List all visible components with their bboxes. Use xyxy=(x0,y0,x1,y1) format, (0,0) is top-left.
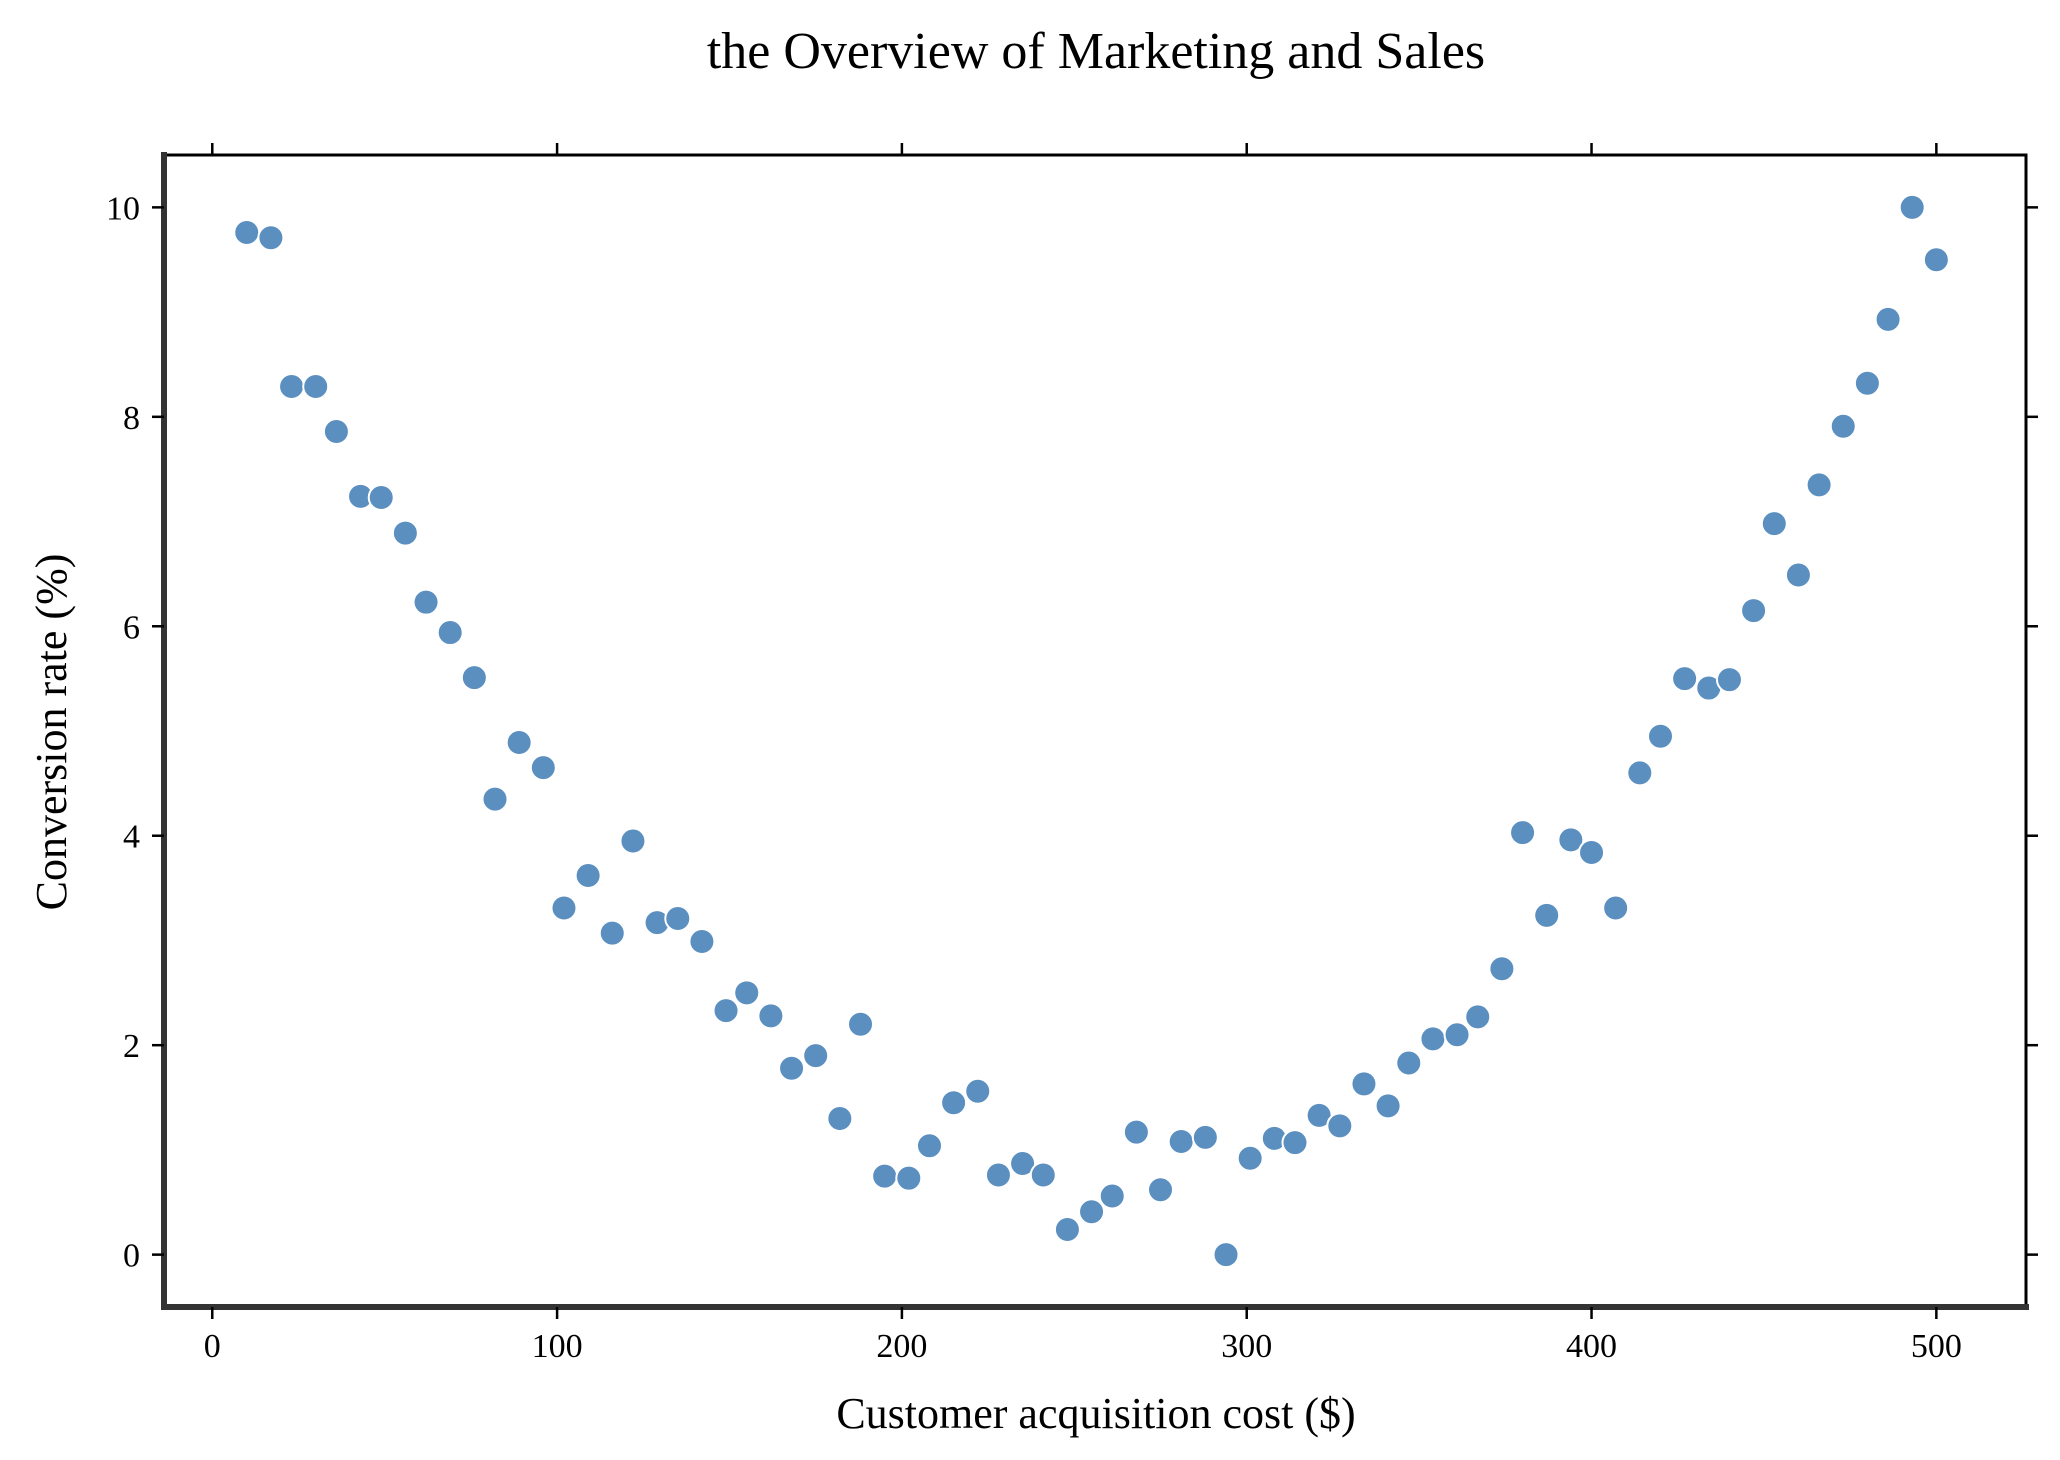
data-point xyxy=(1395,1049,1423,1077)
data-point xyxy=(915,1132,943,1160)
data-point xyxy=(412,588,440,616)
data-point xyxy=(1167,1128,1195,1156)
data-point xyxy=(367,483,395,511)
x-tick-label: 200 xyxy=(876,1328,927,1365)
data-point xyxy=(895,1164,923,1192)
data-point xyxy=(778,1054,806,1082)
data-point xyxy=(964,1077,992,1105)
data-point xyxy=(1098,1182,1126,1210)
data-point xyxy=(1078,1198,1106,1226)
data-point xyxy=(1557,826,1585,854)
data-point xyxy=(826,1104,854,1132)
data-point xyxy=(1009,1150,1037,1178)
data-point xyxy=(1488,955,1516,983)
data-point xyxy=(1419,1025,1447,1053)
data-point xyxy=(598,919,626,947)
data-point xyxy=(1212,1241,1240,1269)
data-point xyxy=(1805,471,1833,499)
data-point xyxy=(574,862,602,890)
data-point xyxy=(712,997,740,1025)
data-point xyxy=(871,1162,899,1190)
x-axis-label: Customer acquisition cost ($) xyxy=(836,1389,1355,1438)
y-axis-label: Conversion rate (%) xyxy=(27,554,76,911)
data-point xyxy=(1533,901,1561,929)
data-point xyxy=(1740,597,1768,625)
data-point xyxy=(1147,1176,1175,1204)
data-point xyxy=(1829,412,1857,440)
data-point xyxy=(664,904,692,932)
data-point xyxy=(1853,369,1881,397)
data-point xyxy=(278,372,306,400)
data-point xyxy=(757,1002,785,1030)
data-point xyxy=(302,372,330,400)
data-point xyxy=(1053,1216,1081,1244)
data-point xyxy=(1898,193,1926,221)
data-point xyxy=(505,729,533,757)
data-point xyxy=(1191,1123,1219,1151)
axis-ticks xyxy=(152,143,2038,1319)
y-tick-label: 2 xyxy=(123,1028,140,1065)
data-point xyxy=(1784,561,1812,589)
data-point xyxy=(1646,722,1674,750)
data-point xyxy=(1509,819,1537,847)
data-point xyxy=(481,785,509,813)
data-point xyxy=(733,979,761,1007)
data-point xyxy=(1443,1021,1471,1049)
data-point xyxy=(1122,1118,1150,1146)
data-point xyxy=(1874,305,1902,333)
y-tick-label: 10 xyxy=(106,190,140,227)
data-point xyxy=(436,619,464,647)
data-point xyxy=(984,1161,1012,1189)
x-tick-label: 100 xyxy=(532,1328,583,1365)
data-point xyxy=(391,519,419,547)
data-point xyxy=(1350,1070,1378,1098)
x-tick-label: 0 xyxy=(204,1328,221,1365)
x-tick-label: 300 xyxy=(1221,1328,1272,1365)
data-point xyxy=(688,928,716,956)
data-point xyxy=(529,754,557,782)
y-tick-label: 6 xyxy=(123,609,140,646)
data-points xyxy=(233,193,1950,1269)
data-point xyxy=(1760,510,1788,538)
data-point xyxy=(460,664,488,692)
data-point xyxy=(1374,1092,1402,1120)
data-point xyxy=(1626,759,1654,787)
data-point xyxy=(1602,894,1630,922)
data-point xyxy=(847,1010,875,1038)
data-point xyxy=(940,1089,968,1117)
data-point xyxy=(1922,246,1950,274)
data-point xyxy=(233,218,261,246)
data-point xyxy=(322,417,350,445)
data-point xyxy=(802,1042,830,1070)
chart-title: the Overview of Marketing and Sales xyxy=(707,23,1485,80)
data-point xyxy=(1464,1003,1492,1031)
data-point xyxy=(1326,1112,1354,1140)
data-point xyxy=(619,827,647,855)
data-point xyxy=(550,894,578,922)
data-point xyxy=(1281,1129,1309,1157)
data-point xyxy=(1578,838,1606,866)
y-tick-label: 0 xyxy=(123,1238,140,1275)
data-point xyxy=(257,224,285,252)
data-point xyxy=(1671,665,1699,693)
tick-labels: 0 100 200 300 400 500 0 2 4 6 8 10 xyxy=(106,190,1962,1365)
x-tick-label: 400 xyxy=(1566,1328,1617,1365)
y-tick-label: 4 xyxy=(123,819,140,856)
y-tick-label: 8 xyxy=(123,400,140,437)
data-point xyxy=(1236,1144,1264,1172)
plot-frame xyxy=(162,153,2028,1309)
data-point xyxy=(1029,1161,1057,1189)
data-point xyxy=(1715,666,1743,694)
x-tick-label: 500 xyxy=(1911,1328,1962,1365)
